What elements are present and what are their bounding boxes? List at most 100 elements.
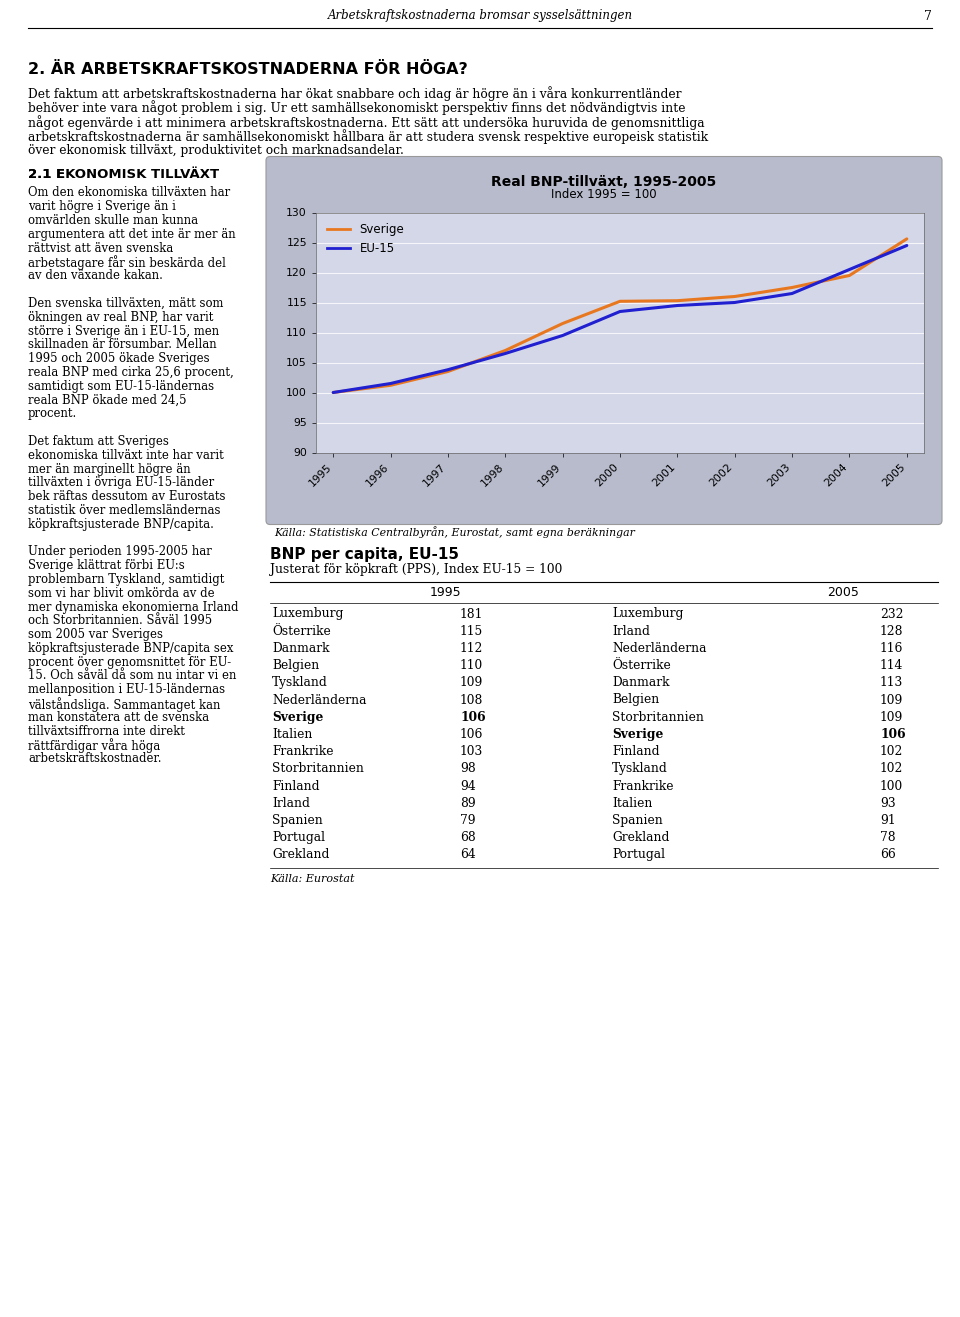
- Text: Portugal: Portugal: [612, 848, 665, 861]
- Text: 89: 89: [460, 797, 476, 810]
- Text: 94: 94: [460, 780, 476, 793]
- Text: Real BNP-tillväxt, 1995-2005: Real BNP-tillväxt, 1995-2005: [492, 174, 716, 188]
- Text: Belgien: Belgien: [272, 658, 320, 672]
- Text: Österrike: Österrike: [612, 658, 671, 672]
- Text: rättvist att även svenska: rättvist att även svenska: [28, 242, 173, 254]
- Text: mellanposition i EU-15-ländernas: mellanposition i EU-15-ländernas: [28, 684, 226, 697]
- Text: Italien: Italien: [612, 797, 653, 810]
- Text: behöver inte vara något problem i sig. Ur ett samhällsekonomiskt perspektiv finn: behöver inte vara något problem i sig. U…: [28, 100, 685, 116]
- Text: Det faktum att arbetskraftskostnaderna har ökat snabbare och idag är högre än i : Det faktum att arbetskraftskostnaderna h…: [28, 86, 682, 101]
- Text: 2.1 E: 2.1 E: [28, 169, 65, 182]
- Text: Frankrike: Frankrike: [272, 745, 333, 759]
- Text: Irland: Irland: [612, 624, 650, 637]
- Text: 106: 106: [460, 711, 486, 724]
- Text: 15. Och såväl då som nu intar vi en: 15. Och såväl då som nu intar vi en: [28, 669, 236, 682]
- Text: 102: 102: [880, 763, 903, 776]
- Text: Nederländerna: Nederländerna: [272, 694, 367, 706]
- Text: 91: 91: [880, 814, 896, 827]
- FancyBboxPatch shape: [266, 157, 942, 524]
- Text: tillväxten i övriga EU-15-länder: tillväxten i övriga EU-15-länder: [28, 477, 214, 490]
- Text: 110: 110: [460, 658, 483, 672]
- Legend: Sverige, EU-15: Sverige, EU-15: [322, 219, 409, 259]
- Text: bek räftas dessutom av Eurostats: bek räftas dessutom av Eurostats: [28, 490, 226, 503]
- Text: mer dynamiska ekonomierna Irland: mer dynamiska ekonomierna Irland: [28, 601, 238, 614]
- Text: 115: 115: [460, 624, 483, 637]
- Text: 109: 109: [880, 711, 903, 724]
- Text: Sverige klättrat förbi EU:s: Sverige klättrat förbi EU:s: [28, 560, 184, 572]
- Text: 7: 7: [924, 9, 932, 22]
- Text: 232: 232: [880, 607, 903, 620]
- Text: Finland: Finland: [612, 745, 660, 759]
- Text: Finland: Finland: [272, 780, 320, 793]
- Text: Luxemburg: Luxemburg: [612, 607, 684, 620]
- Text: Spanien: Spanien: [612, 814, 662, 827]
- Text: som 2005 var Sveriges: som 2005 var Sveriges: [28, 628, 163, 641]
- Text: 98: 98: [460, 763, 476, 776]
- Text: Grekland: Grekland: [272, 848, 329, 861]
- Text: omvärlden skulle man kunna: omvärlden skulle man kunna: [28, 215, 198, 227]
- Text: 64: 64: [460, 848, 476, 861]
- Text: och Storbritannien. Såväl 1995: och Storbritannien. Såväl 1995: [28, 614, 212, 627]
- Text: 100: 100: [880, 780, 903, 793]
- Text: 79: 79: [460, 814, 475, 827]
- Text: 66: 66: [880, 848, 896, 861]
- Text: skillnaden är försumbar. Mellan: skillnaden är försumbar. Mellan: [28, 338, 217, 352]
- Text: Sverige: Sverige: [612, 728, 663, 741]
- Text: Grekland: Grekland: [612, 831, 669, 844]
- Text: 109: 109: [880, 694, 903, 706]
- Text: 106: 106: [460, 728, 484, 741]
- Text: samtidigt som EU-15-ländernas: samtidigt som EU-15-ländernas: [28, 379, 214, 392]
- Text: 109: 109: [460, 677, 484, 689]
- Text: 113: 113: [880, 677, 903, 689]
- Text: man konstatera att de svenska: man konstatera att de svenska: [28, 711, 209, 724]
- Text: Sverige: Sverige: [272, 711, 324, 724]
- Text: 93: 93: [880, 797, 896, 810]
- Text: köpkraftsjusterade BNP/capita sex: köpkraftsjusterade BNP/capita sex: [28, 641, 233, 655]
- Text: arbetskraftskostnader.: arbetskraftskostnader.: [28, 752, 161, 765]
- Text: problembarn Tyskland, samtidigt: problembarn Tyskland, samtidigt: [28, 573, 225, 586]
- Text: Tyskland: Tyskland: [612, 763, 668, 776]
- Text: tillväxtsiffrorna inte direkt: tillväxtsiffrorna inte direkt: [28, 724, 185, 738]
- Text: 102: 102: [880, 745, 903, 759]
- Text: Luxemburg: Luxemburg: [272, 607, 344, 620]
- Text: arbetskraftskostnaderna är samhällsekonomiskt hållbara är att studera svensk res: arbetskraftskostnaderna är samhällsekono…: [28, 129, 708, 145]
- Text: reala BNP med cirka 25,6 procent,: reala BNP med cirka 25,6 procent,: [28, 366, 233, 379]
- Text: Källa: Eurostat: Källa: Eurostat: [270, 873, 354, 884]
- Text: välståndsliga. Sammantaget kan: välståndsliga. Sammantaget kan: [28, 697, 221, 712]
- Text: Tyskland: Tyskland: [272, 677, 327, 689]
- Text: av den växande kakan.: av den växande kakan.: [28, 269, 163, 282]
- Text: Danmark: Danmark: [612, 677, 669, 689]
- Text: 181: 181: [460, 607, 484, 620]
- Text: Italien: Italien: [272, 728, 312, 741]
- Text: varit högre i Sverige än i: varit högre i Sverige än i: [28, 200, 176, 213]
- Text: Spanien: Spanien: [272, 814, 323, 827]
- Text: 1995: 1995: [429, 586, 461, 599]
- Text: Om den ekonomiska tillväxten har: Om den ekonomiska tillväxten har: [28, 187, 230, 199]
- Text: 112: 112: [460, 641, 484, 655]
- Text: Källa: Statistiska Centralbyrån, Eurostat, samt egna beräkningar: Källa: Statistiska Centralbyrån, Eurosta…: [274, 527, 635, 539]
- Text: Nederländerna: Nederländerna: [612, 641, 707, 655]
- Text: ökningen av real BNP, har varit: ökningen av real BNP, har varit: [28, 311, 213, 324]
- Text: Index 1995 = 100: Index 1995 = 100: [551, 188, 657, 202]
- Text: 106: 106: [880, 728, 905, 741]
- Text: mer än marginellt högre än: mer än marginellt högre än: [28, 462, 191, 475]
- Text: procent.: procent.: [28, 407, 77, 420]
- Text: över ekonomisk tillväxt, produktivitet och marknadsandelar.: över ekonomisk tillväxt, produktivitet o…: [28, 144, 404, 157]
- Text: BNP per capita, EU-15: BNP per capita, EU-15: [270, 547, 459, 561]
- Text: statistik över medlemsländernas: statistik över medlemsländernas: [28, 504, 221, 516]
- Text: Frankrike: Frankrike: [612, 780, 674, 793]
- Text: Storbritannien: Storbritannien: [272, 763, 364, 776]
- Text: arbetstagare får sin beskärda del: arbetstagare får sin beskärda del: [28, 255, 226, 270]
- Text: 114: 114: [880, 658, 903, 672]
- Text: Danmark: Danmark: [272, 641, 329, 655]
- Text: rättfärdigar våra höga: rättfärdigar våra höga: [28, 739, 160, 753]
- Text: procent över genomsnittet för EU-: procent över genomsnittet för EU-: [28, 656, 231, 669]
- Text: Österrike: Österrike: [272, 624, 331, 637]
- Text: som vi har blivit omkörda av de: som vi har blivit omkörda av de: [28, 586, 215, 599]
- Text: Belgien: Belgien: [612, 694, 660, 706]
- Text: Den svenska tillväxten, mätt som: Den svenska tillväxten, mätt som: [28, 296, 224, 309]
- Text: köpkraftsjusterade BNP/capita.: köpkraftsjusterade BNP/capita.: [28, 518, 214, 531]
- Text: Irland: Irland: [272, 797, 310, 810]
- Text: 78: 78: [880, 831, 896, 844]
- Text: 103: 103: [460, 745, 483, 759]
